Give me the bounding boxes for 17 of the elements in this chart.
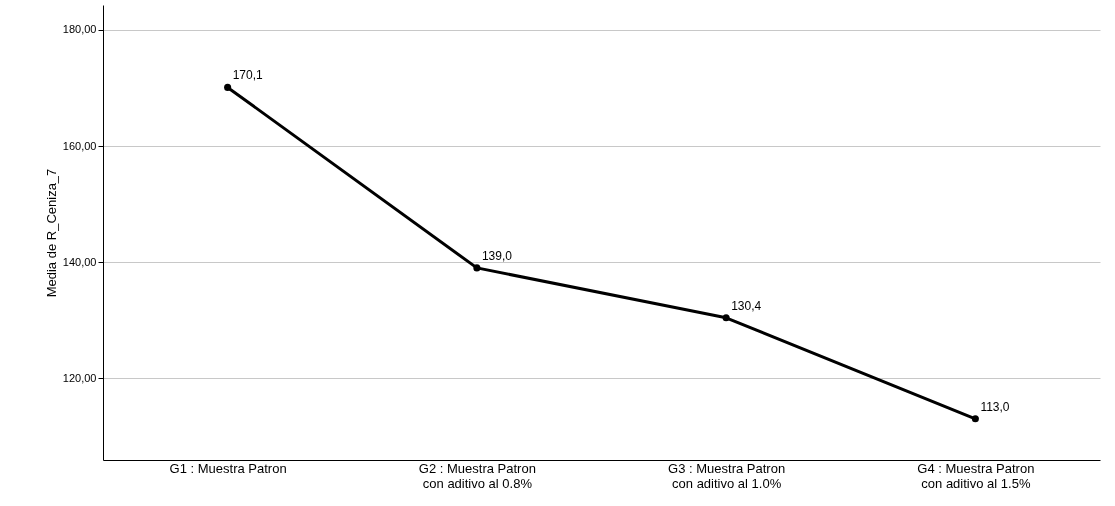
x-tick-label: G3 : Muestra Patron con aditivo al 1.0% xyxy=(668,460,786,491)
x-tick-label: G2 : Muestra Patron con aditivo al 0.8% xyxy=(418,460,536,491)
y-tick-label: 140,00 xyxy=(62,255,97,268)
y-tick-label: 180,00 xyxy=(62,23,97,36)
data-label: 113,0 xyxy=(980,399,1010,414)
y-tick-label: 120,00 xyxy=(62,371,97,384)
x-tick-label: G4 : Muestra Patron con aditivo al 1.5% xyxy=(917,460,1035,491)
y-axis-title: Media de R_Ceniza_7 xyxy=(43,168,59,298)
data-label: 130,4 xyxy=(731,298,762,313)
x-tick-label: G1 : Muestra Patron xyxy=(169,460,287,476)
point xyxy=(722,314,730,322)
point xyxy=(971,415,979,423)
data-label: 170,1 xyxy=(232,68,263,83)
point xyxy=(224,83,232,91)
point xyxy=(473,264,481,272)
y-tick-label: 160,00 xyxy=(62,139,97,152)
data-label: 139,0 xyxy=(481,248,513,263)
